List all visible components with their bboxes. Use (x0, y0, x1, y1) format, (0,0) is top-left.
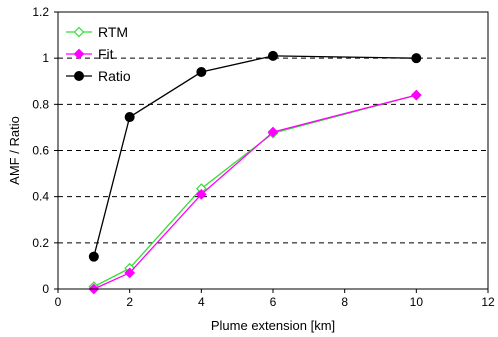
series-fit (88, 89, 422, 295)
y-tick-label-1: 0.2 (32, 236, 49, 250)
x-tick-label-3: 6 (270, 295, 277, 309)
series-ratio (88, 50, 422, 262)
y-tick-label-0: 0 (42, 282, 49, 296)
y-tick-label-2: 0.4 (32, 190, 49, 204)
legend-item-fit: Fit (66, 46, 114, 62)
legend-label-ratio: Ratio (98, 68, 131, 84)
legend-label-fit: Fit (98, 46, 114, 62)
series-layer (88, 50, 422, 295)
x-tick-label-1: 2 (126, 295, 133, 309)
legend-item-ratio: Ratio (66, 68, 131, 84)
data-point-ratio-2 (196, 67, 207, 78)
data-point-ratio-3 (268, 50, 278, 61)
legend-marker-rtm (73, 26, 85, 38)
y-tick-label-4: 0.8 (32, 97, 49, 111)
axis-ticks: 0 0.2 0.4 0.6 0.8 1 1.2 0 2 4 6 8 10 12 (32, 5, 495, 309)
x-tick-label-6: 12 (481, 295, 495, 309)
x-tick-label-2: 4 (198, 295, 205, 309)
legend-item-rtm: RTM (66, 24, 128, 40)
x-tick-label-5: 10 (410, 295, 424, 309)
x-tick-label-4: 8 (341, 295, 348, 309)
legend-marker-ratio (74, 71, 84, 81)
data-point-ratio-4 (411, 53, 422, 64)
data-point-fit-1 (124, 267, 136, 279)
x-axis-title: Plume extension [km] (211, 318, 335, 333)
legend-label-rtm: RTM (98, 24, 128, 40)
data-point-ratio-1 (124, 112, 135, 123)
y-tick-label-5: 1 (42, 51, 49, 65)
data-point-fit-4 (410, 89, 422, 101)
data-point-fit-2 (195, 189, 207, 200)
y-axis-title: AMF / Ratio (7, 116, 22, 185)
y-tick-label-3: 0.6 (32, 144, 49, 158)
legend: RTM Fit Ratio (66, 24, 131, 84)
x-tick-label-0: 0 (55, 295, 62, 309)
data-point-ratio-0 (88, 251, 99, 262)
data-point-fit-3 (267, 126, 279, 138)
legend-marker-fit (73, 48, 85, 60)
y-tick-label-6: 1.2 (32, 5, 49, 19)
